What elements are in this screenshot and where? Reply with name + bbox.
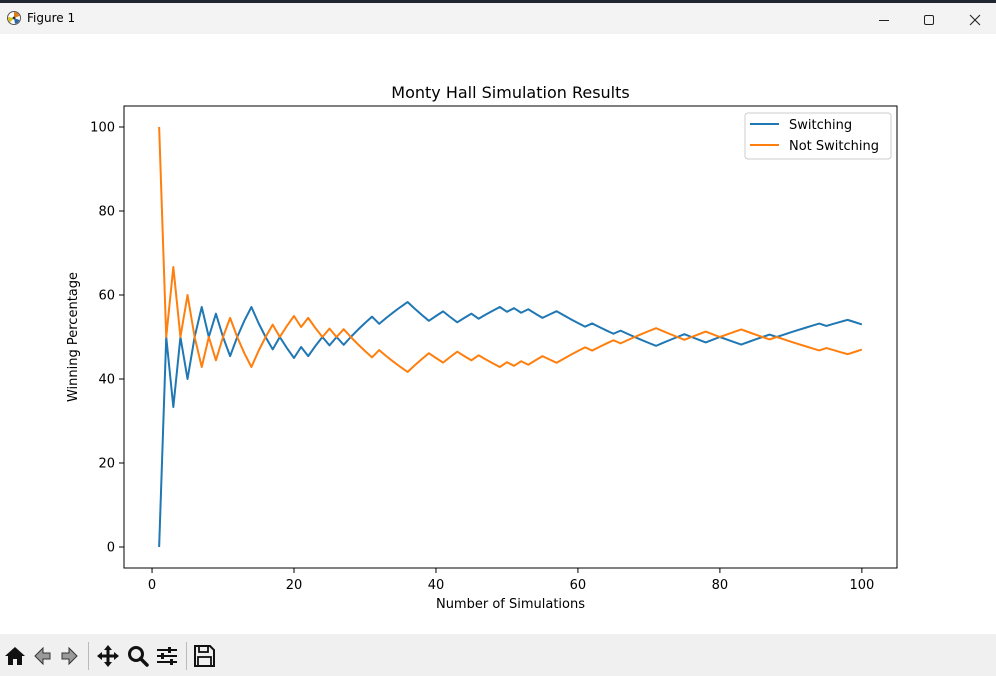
pan-button[interactable]: [95, 643, 121, 669]
forward-button[interactable]: [57, 643, 83, 669]
y-tick-label: 100: [90, 121, 115, 136]
back-button[interactable]: [29, 643, 55, 669]
y-tick-label: 40: [98, 373, 115, 388]
x-tick-label: 80: [712, 578, 729, 593]
zoom-icon: [128, 646, 149, 667]
toolbar-separator: [88, 642, 89, 670]
plot-frame: [123, 105, 898, 569]
x-tick-label: 40: [428, 578, 445, 593]
x-axis-label: Number of Simulations: [436, 597, 585, 612]
forward-icon: [61, 646, 78, 666]
home-icon: [5, 647, 25, 665]
maximize-icon: [924, 15, 934, 25]
legend-box: [744, 112, 892, 160]
x-tick-label: 0: [148, 578, 156, 593]
window-top-edge: [0, 0, 996, 3]
close-button[interactable]: [952, 6, 996, 34]
x-tick-label: 20: [286, 578, 303, 593]
configure-subplots-icon: [157, 647, 177, 665]
close-icon: [969, 14, 981, 26]
save-button[interactable]: [191, 643, 217, 669]
x-axis-ticks: 0 20 40 60 80 100: [148, 568, 874, 593]
y-tick-label: 60: [98, 289, 115, 304]
legend: Switching Not Switching: [744, 112, 892, 160]
legend-label-not-switching: Not Switching: [789, 139, 879, 154]
window-title: Figure 1: [27, 11, 76, 25]
x-tick-label: 60: [570, 578, 587, 593]
y-axis-ticks: 0 20 40 60 80 100: [90, 121, 124, 556]
toolbar-separator: [186, 642, 187, 670]
window-titlebar[interactable]: Figure 1: [0, 3, 996, 34]
legend-label-switching: Switching: [789, 118, 852, 133]
minimize-icon: [879, 20, 889, 21]
home-button[interactable]: [2, 643, 28, 669]
y-tick-label: 20: [98, 457, 115, 472]
line-chart: Monty Hall Simulation Results 0 20 40 60 80 1…: [66, 83, 898, 612]
pan-icon: [97, 645, 119, 667]
zoom-button[interactable]: [125, 643, 151, 669]
configure-subplots-button[interactable]: [154, 643, 180, 669]
minimize-button[interactable]: [861, 6, 907, 34]
save-icon: [194, 645, 215, 667]
y-axis-label: Winning Percentage: [66, 272, 81, 402]
chart-title: Monty Hall Simulation Results: [391, 83, 629, 102]
figure-canvas[interactable]: Monty Hall Simulation Results 0 20 40 60 80 1…: [0, 34, 996, 634]
back-icon: [34, 646, 51, 666]
matplotlib-app-icon: [7, 11, 21, 25]
y-tick-label: 0: [107, 541, 115, 556]
series-line-not-switching: [158, 126, 863, 373]
x-tick-label: 100: [849, 578, 874, 593]
series-line-switching: [158, 301, 863, 548]
navigation-toolbar: [0, 634, 996, 676]
y-tick-label: 80: [98, 205, 115, 220]
maximize-button[interactable]: [906, 6, 952, 34]
plot-lines: [158, 126, 863, 548]
